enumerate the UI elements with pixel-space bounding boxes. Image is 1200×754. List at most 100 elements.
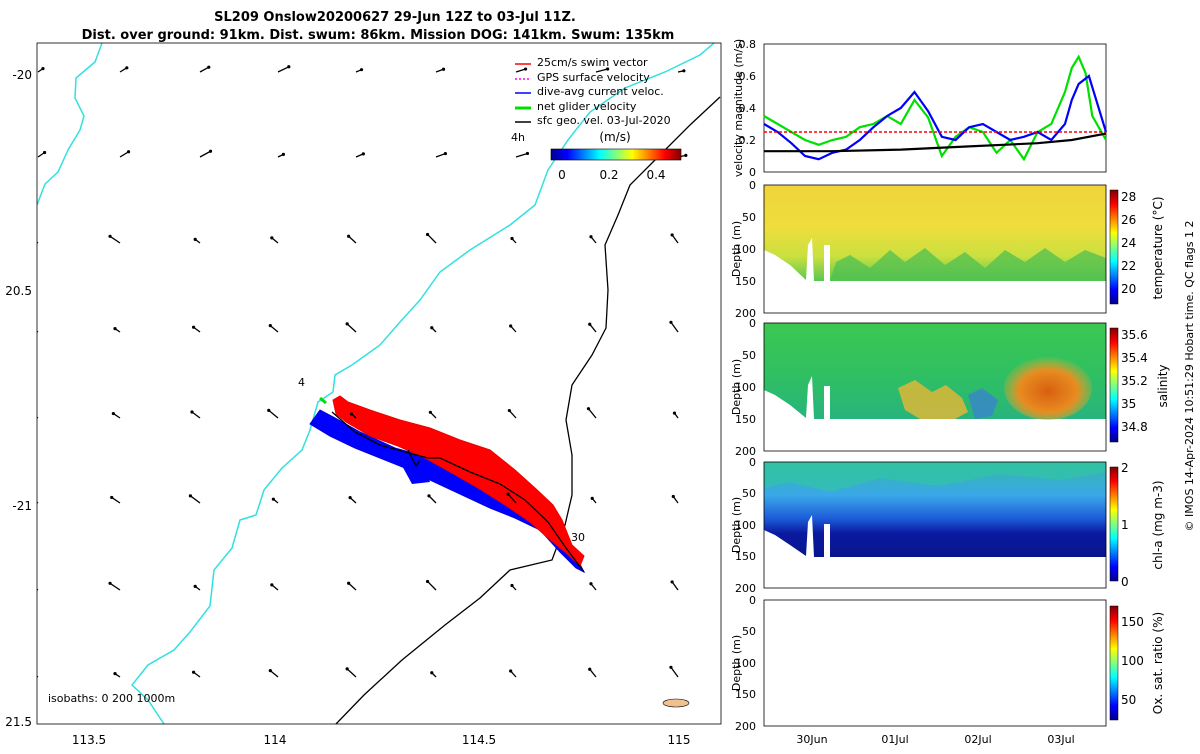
- geo-arrow-head: [586, 407, 591, 411]
- geo-arrow-head: [430, 671, 434, 675]
- geo-arrow-head: [268, 669, 272, 673]
- geo-arrow-head: [208, 149, 213, 153]
- salinity-frame: [763, 322, 1107, 452]
- geo-arrow-head: [26, 324, 29, 327]
- geo-arrow-head: [268, 324, 272, 328]
- oxygen-ytick-label: 150: [735, 688, 756, 701]
- colorbar-units-label: (m/s): [599, 130, 630, 144]
- geo-arrow-shaft: [508, 410, 517, 419]
- geo-arrow-shaft: [109, 235, 121, 244]
- oxygen-colorbar-label: Ox. sat. ratio (%): [1151, 612, 1165, 714]
- velocity-ytick-label: 0.4: [739, 102, 757, 115]
- geo-arrow-head: [361, 152, 365, 156]
- chl-surface-band: [764, 462, 1106, 492]
- map-xtick-label: 114: [264, 733, 287, 747]
- geo-arrow-head: [349, 412, 354, 416]
- geo-arrow-shaft: [670, 321, 679, 333]
- geo-arrow-shaft: [277, 66, 290, 73]
- isobath-200m: [335, 96, 721, 724]
- geo-arrow-shaft: [269, 670, 279, 678]
- geo-arrow-shaft: [199, 150, 211, 158]
- isobaths-label: isobaths: 0 200 1000m: [48, 692, 175, 705]
- oxygen-ytick-label: 0: [749, 594, 756, 607]
- geo-arrow-head: [669, 320, 673, 324]
- geo-arrow-shaft: [189, 495, 201, 504]
- velocity-ytick-label: 0.2: [739, 134, 757, 147]
- temperature-colorbar-tick: 20: [1121, 282, 1136, 296]
- geo-arrow-head: [606, 67, 610, 71]
- salinity-colorbar-tick: 35.2: [1121, 374, 1148, 388]
- geo-arrow-head: [28, 583, 31, 586]
- velocity-ylabel: velocity magnitude (m/s): [732, 39, 745, 177]
- chl-colorbar-tick: 2: [1121, 461, 1129, 475]
- temperature-colorbar-label: temperature (°C): [1151, 197, 1165, 300]
- velocity-series-line: [764, 132, 1107, 153]
- geo-arrow-head: [670, 233, 674, 237]
- geo-arrow-head: [270, 583, 274, 587]
- chl-colorbar: [1109, 466, 1119, 582]
- map-frame: [36, 42, 722, 725]
- temperature-thermocline: [830, 248, 1106, 281]
- geo-arrow-head: [430, 326, 434, 330]
- geo-arrow-head: [207, 65, 211, 69]
- geo-arrow-head: [125, 66, 129, 70]
- coastline: [37, 43, 715, 724]
- colorbar-corner-label: 4h: [511, 131, 525, 144]
- track-label-start: 4: [298, 376, 305, 389]
- track-dive-avg: [309, 409, 586, 574]
- geo-arrow-head: [113, 327, 117, 331]
- chl-colorbar-tick: 0: [1121, 575, 1129, 589]
- temperature-ytick-label: 50: [742, 211, 756, 224]
- geo-arrow-head: [588, 667, 592, 671]
- geo-arrow-head: [347, 581, 351, 585]
- temperature-ytick-label: 0: [749, 179, 756, 192]
- geo-arrow-shaft: [348, 582, 357, 591]
- island: [662, 698, 690, 708]
- geo-arrow-shaft: [428, 495, 437, 504]
- time-xtick-label: 30Jun: [796, 733, 827, 746]
- geo-arrow-head: [190, 410, 194, 414]
- geo-arrow-shaft: [109, 582, 121, 591]
- velocity-panel: 0 0.2 0.4 0.6 0.8 velocity magnitude (m/…: [732, 38, 1108, 179]
- map-colorbar: [550, 148, 682, 161]
- geo-arrow-shaft: [268, 409, 279, 419]
- geo-arrow-head: [271, 497, 275, 501]
- geo-arrow-head: [588, 322, 592, 326]
- temperature-ytick-label: 150: [735, 275, 756, 288]
- temperature-colorbar-tick: 28: [1121, 190, 1136, 204]
- salinity-ylabel: Depth (m): [730, 359, 743, 415]
- velocity-series-line: [763, 54, 1107, 162]
- geo-arrow-head: [509, 324, 513, 328]
- geo-arrow-head: [507, 408, 511, 413]
- legend-label-sfc-geo: sfc geo. vel. 03-Jul-2020: [537, 114, 671, 127]
- time-xtick-label: 03Jul: [1047, 733, 1074, 746]
- track-label-end: 30: [571, 531, 585, 544]
- time-xtick-label: 01Jul: [881, 733, 908, 746]
- geo-arrow-head: [506, 492, 510, 496]
- geo-arrow-shaft: [427, 234, 437, 244]
- legend-label-dive-avg: dive-avg current veloc.: [537, 85, 664, 98]
- geo-arrow-shaft: [191, 411, 201, 419]
- legend-label-gps: GPS surface velocity: [537, 71, 650, 84]
- temperature-panel: 0 50 100 150 200 Depth (m) 28 26 24 22 2…: [730, 179, 1165, 320]
- sfc-geo-velocity-arrows: [26, 65, 688, 678]
- geo-arrow-head: [425, 232, 430, 237]
- map-xtick-label: 113.5: [72, 733, 106, 747]
- geo-arrow-head: [441, 67, 446, 71]
- oxygen-ytick-label: 50: [742, 625, 756, 638]
- temperature-ytick-label: 200: [735, 307, 756, 320]
- salinity-ytick-label: 200: [735, 445, 756, 458]
- geo-arrow-shaft: [671, 581, 679, 591]
- geo-arrow-head: [193, 584, 197, 589]
- oxygen-colorbar-tick: 50: [1121, 693, 1136, 707]
- oxygen-ylabel: Depth (m): [730, 635, 743, 691]
- geo-arrow-head: [347, 234, 351, 238]
- geo-arrow-head: [191, 325, 196, 329]
- salinity-ytick-label: 0: [749, 317, 756, 330]
- oxygen-ytick-label: 200: [735, 720, 756, 733]
- figure-title-line1: SL209 Onslow20200627 29-Jun 12Z to 03-Ju…: [214, 10, 576, 25]
- salinity-mid-patch: [898, 380, 968, 419]
- geo-arrow-head: [525, 151, 530, 156]
- map-ytick-label: 20.5: [5, 284, 32, 298]
